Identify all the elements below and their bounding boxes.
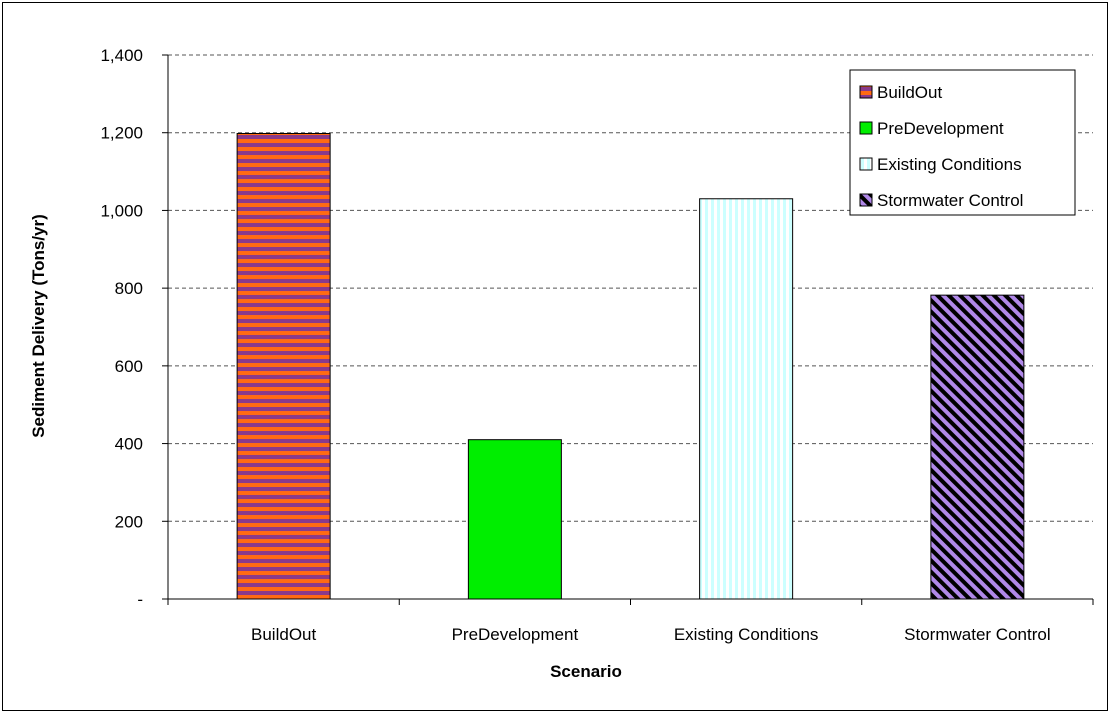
bar-predevelopment — [467, 439, 562, 600]
y-tick-label: 400 — [115, 435, 143, 454]
x-axis-title: Scenario — [550, 662, 622, 681]
x-tick-label: BuildOut — [251, 625, 316, 644]
legend: BuildOut PreDevelopment Existing Condition… — [849, 69, 1076, 216]
x-tick-label: Existing Conditions — [674, 625, 819, 644]
y-tick-label: 1,400 — [100, 46, 143, 65]
legend-label: PreDevelopment — [877, 119, 1004, 138]
legend-swatch — [859, 85, 873, 99]
x-tick-labels: BuildOut PreDevelopment Existing Condition… — [251, 625, 1051, 644]
y-axis-title: Sediment Delivery (Tons/yr) — [29, 214, 48, 438]
x-tick-label: PreDevelopment — [452, 625, 579, 644]
y-tick-label: 1,200 — [100, 124, 143, 143]
legend-swatch — [859, 121, 873, 135]
bar-stormwater-control — [930, 294, 1025, 600]
x-tick-label: Stormwater Control — [904, 625, 1050, 644]
y-tick-label: - — [137, 590, 143, 609]
legend-box — [849, 69, 1076, 216]
bars — [236, 132, 1025, 600]
y-tick-label: 200 — [115, 512, 143, 531]
y-tick-labels: - 200 400 600 800 1,000 1,200 1,400 — [100, 46, 143, 609]
y-tick-label: 600 — [115, 357, 143, 376]
legend-label: Stormwater Control — [877, 191, 1023, 210]
bar-chart: - 200 400 600 800 1,000 1,200 1,400 BuildOut Pre… — [29, 46, 1094, 681]
y-tick-label: 1,000 — [100, 201, 143, 220]
y-tick-label: 800 — [115, 279, 143, 298]
legend-swatch — [859, 157, 873, 171]
bar-existing-conditions — [699, 198, 794, 600]
bar-buildout — [236, 132, 331, 600]
legend-swatch — [859, 193, 873, 207]
legend-label: Existing Conditions — [877, 155, 1022, 174]
legend-label: BuildOut — [877, 83, 942, 102]
